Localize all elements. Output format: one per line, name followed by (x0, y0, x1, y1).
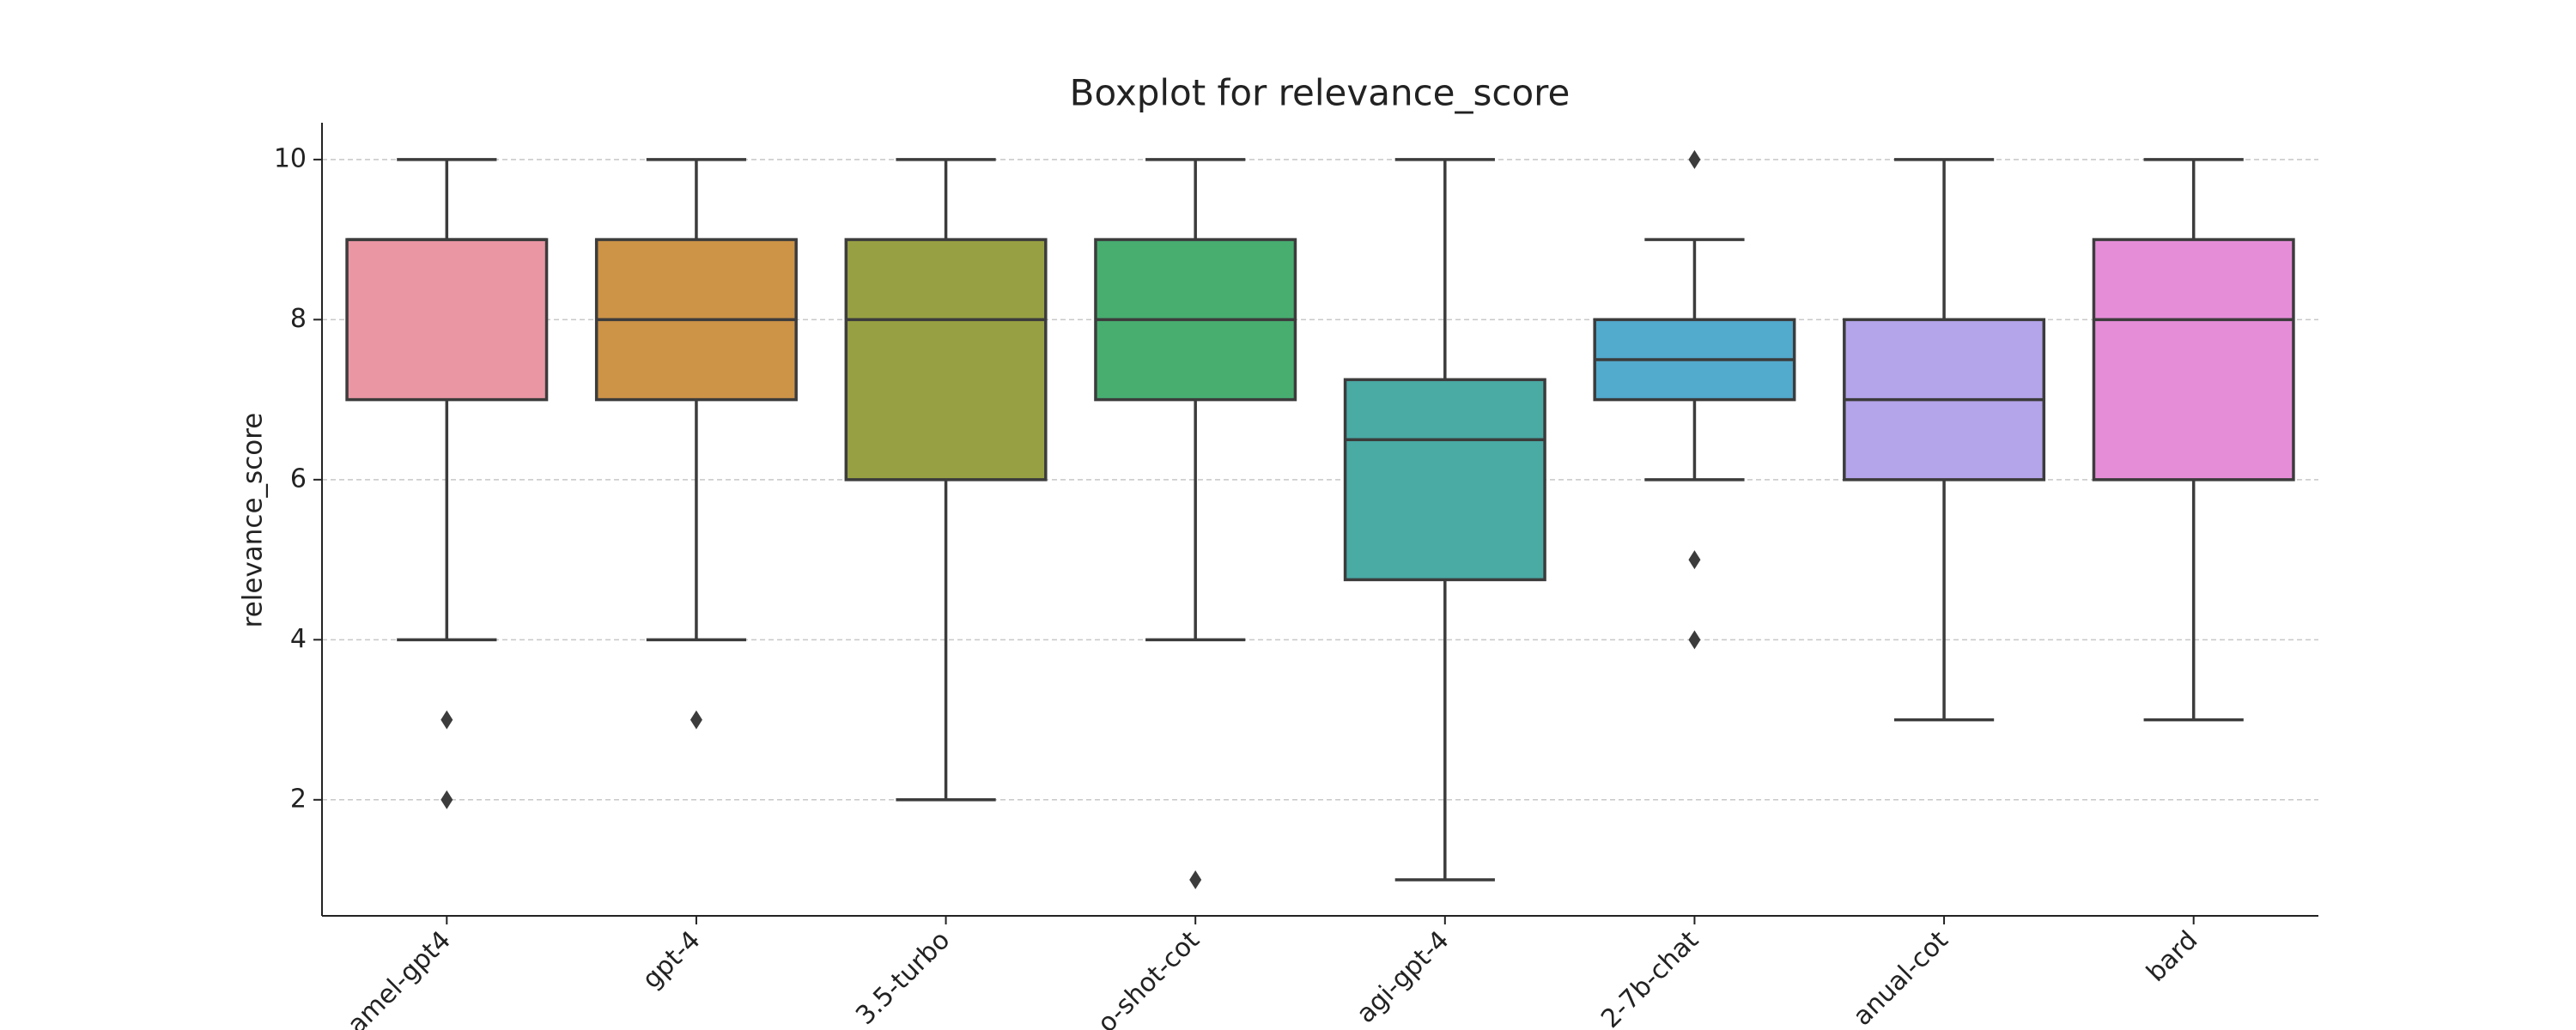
y-axis-label: relevance_score (238, 413, 269, 628)
x-tick-label: 3.5-turbo (850, 925, 956, 1030)
outlier (440, 790, 453, 809)
x-tick-label: bard (2141, 925, 2203, 988)
x-tick-label: 2-7b-chat (1595, 925, 1704, 1030)
y-tick-label: 2 (290, 784, 307, 814)
x-tick-label: o-shot-cot (1092, 925, 1206, 1030)
x-tick-label: anual-cot (1848, 925, 1954, 1030)
box (844, 238, 1048, 482)
x-tick-label: agi-gpt-4 (1351, 925, 1455, 1029)
box (1343, 378, 1546, 582)
y-tick-label: 6 (290, 464, 307, 494)
x-tick-label: amel-gpt4 (342, 925, 457, 1030)
outlier (1688, 550, 1701, 570)
outlier (1189, 870, 1202, 890)
box (2092, 238, 2295, 482)
x-tick-label: gpt-4 (636, 925, 706, 995)
outlier (690, 710, 702, 730)
outlier (440, 710, 453, 730)
outlier (1688, 630, 1701, 650)
outlier (1688, 149, 1701, 169)
y-tick-label: 8 (290, 304, 307, 334)
box (345, 238, 549, 402)
chart-title: Boxplot for relevance_score (1070, 72, 1571, 114)
y-tick-label: 10 (274, 143, 307, 173)
y-tick-label: 4 (290, 624, 307, 654)
